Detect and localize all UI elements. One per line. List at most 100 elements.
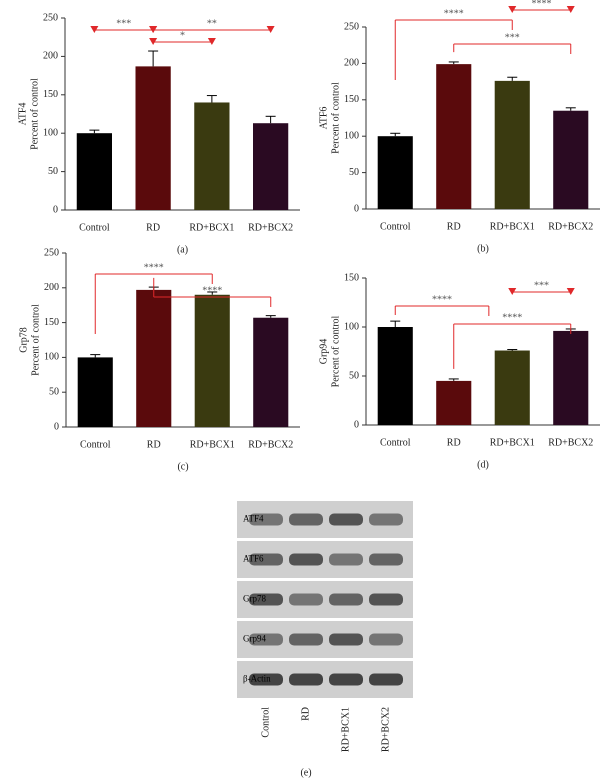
- blot-row-label: Grp94: [243, 634, 266, 644]
- bar: [77, 357, 113, 427]
- x-tick-label: RD: [146, 222, 160, 233]
- significance-marker: [90, 26, 99, 33]
- y-tick-label: 100: [344, 321, 359, 332]
- y-tick-label: 50: [48, 166, 58, 177]
- bar: [194, 294, 230, 427]
- blot-lane-label: RD: [300, 707, 311, 721]
- blot-lane-label: RD+BCX1: [340, 707, 351, 752]
- panel-label: (a): [177, 244, 188, 255]
- x-tick-label: RD+BCX2: [248, 439, 293, 450]
- y-axis-label: Percent of control: [330, 315, 341, 387]
- y-axis-title: ATF6: [318, 107, 329, 130]
- blot-band: [329, 553, 363, 566]
- blot-band: [289, 513, 323, 526]
- significance-marker: [508, 6, 517, 13]
- blot-band: [289, 553, 323, 566]
- bar: [135, 66, 171, 210]
- bar: [553, 330, 589, 425]
- y-tick-label: 0: [354, 419, 359, 430]
- significance-label: ***: [116, 18, 131, 29]
- significance-marker: [508, 288, 517, 295]
- x-tick-label: Control: [380, 221, 411, 232]
- bar: [494, 80, 530, 209]
- y-tick-label: 250: [44, 247, 59, 258]
- y-tick-label: 0: [54, 421, 59, 432]
- x-tick-label: RD: [447, 221, 461, 232]
- significance-marker: [566, 288, 575, 295]
- blot-band: [329, 673, 363, 686]
- significance-label: ****: [144, 262, 164, 273]
- significance-label: ***: [534, 280, 549, 291]
- x-tick-label: RD+BCX1: [490, 221, 535, 232]
- y-tick-label: 250: [344, 21, 359, 32]
- bar: [136, 289, 172, 427]
- significance-marker: [149, 38, 158, 45]
- panel-label: (b): [477, 243, 489, 254]
- blot-band: [329, 513, 363, 526]
- y-tick-label: 0: [354, 203, 359, 214]
- blot-band: [369, 673, 403, 686]
- blot-band: [289, 673, 323, 686]
- blot-band: [249, 633, 283, 646]
- significance-marker: [207, 38, 216, 45]
- x-tick-label: RD: [447, 437, 461, 448]
- blot-band: [249, 513, 283, 526]
- y-tick-label: 50: [49, 386, 59, 397]
- bar: [194, 102, 230, 210]
- significance-label: ****: [444, 8, 464, 19]
- y-tick-label: 250: [43, 12, 58, 23]
- y-tick-label: 100: [43, 127, 58, 138]
- panel-label: (c): [177, 461, 188, 472]
- panel-label: (e): [300, 767, 311, 778]
- x-tick-label: RD+BCX1: [189, 222, 234, 233]
- blot-band: [369, 633, 403, 646]
- bar: [377, 327, 413, 425]
- x-tick-label: RD+BCX2: [248, 222, 293, 233]
- blot-band: [329, 633, 363, 646]
- blot-band: [329, 593, 363, 606]
- blot-row-label: β-Actin: [243, 674, 271, 684]
- x-tick-label: RD: [147, 439, 161, 450]
- y-tick-label: 150: [344, 94, 359, 105]
- x-tick-label: Control: [380, 437, 411, 448]
- y-axis-title: Grp78: [18, 327, 29, 353]
- x-tick-label: RD+BCX1: [490, 437, 535, 448]
- blot-band: [369, 513, 403, 526]
- x-tick-label: RD+BCX1: [190, 439, 235, 450]
- significance-marker: [149, 26, 158, 33]
- significance-label: ***: [505, 32, 520, 43]
- y-tick-label: 0: [53, 204, 58, 215]
- y-axis-label: Percent of control: [29, 78, 40, 150]
- bar: [436, 380, 472, 425]
- blot-band: [289, 593, 323, 606]
- y-axis-label: Percent of control: [30, 304, 41, 376]
- bar: [253, 317, 289, 427]
- panel-label: (d): [477, 459, 489, 470]
- blot-lane-label: Control: [260, 707, 271, 738]
- x-tick-label: Control: [79, 222, 110, 233]
- significance-label: ****: [532, 0, 552, 9]
- significance-label: ****: [202, 285, 222, 296]
- y-tick-label: 150: [44, 317, 59, 328]
- y-tick-label: 200: [344, 58, 359, 69]
- y-tick-label: 200: [44, 282, 59, 293]
- x-tick-label: RD+BCX2: [548, 437, 593, 448]
- bar: [253, 123, 289, 210]
- bar: [436, 64, 472, 210]
- y-tick-label: 200: [43, 51, 58, 62]
- significance-label: ****: [432, 294, 452, 305]
- bar: [553, 110, 589, 209]
- y-axis-title: Grp94: [318, 339, 329, 365]
- significance-marker: [566, 6, 575, 13]
- blot-row-label: ATF4: [243, 514, 264, 524]
- blot-band: [249, 553, 283, 566]
- significance-label: *: [180, 30, 185, 41]
- bar: [377, 136, 413, 209]
- y-axis-title: ATF4: [17, 103, 28, 126]
- blot-band: [369, 593, 403, 606]
- x-tick-label: Control: [80, 439, 111, 450]
- y-tick-label: 150: [43, 89, 58, 100]
- blot-band: [249, 593, 283, 606]
